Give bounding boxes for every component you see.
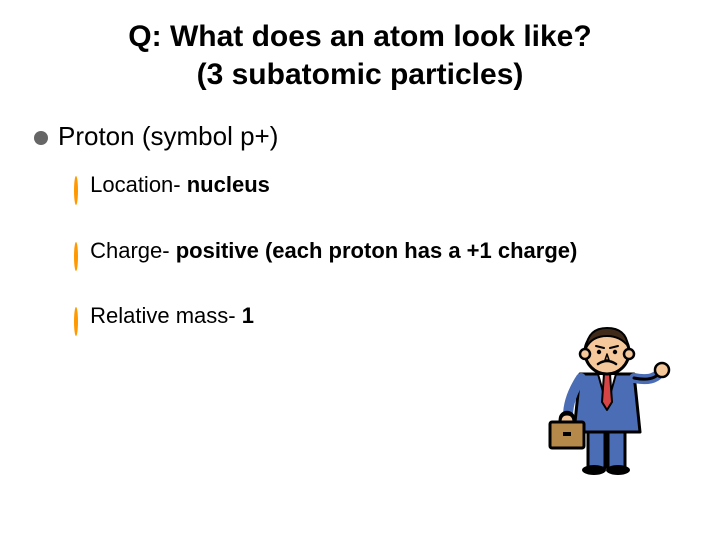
bullet-level2-item: Location- nucleus — [74, 170, 634, 206]
bullet-level1-line: Proton (symbol p+) — [34, 121, 720, 152]
ring-bullet-icon — [74, 242, 78, 272]
ring-bullet-icon — [74, 176, 78, 206]
disc-bullet-icon — [34, 131, 48, 145]
bullet-prefix: Relative mass- — [84, 303, 242, 328]
title-line-2: (3 subatomic particles) — [0, 56, 720, 94]
bullet-level1-text: Proton (symbol p+) — [58, 121, 278, 152]
bullet-level2-item: Charge- positive (each proton has a +1 c… — [74, 236, 634, 272]
businessman-clipart-icon — [536, 316, 676, 476]
bullet-prefix: Charge- — [84, 238, 176, 263]
bullet-level1: Proton (symbol p+) — [34, 121, 720, 152]
bullet-bold: nucleus — [187, 172, 270, 197]
bullet-bold: positive (each proton has a +1 charge) — [176, 238, 578, 263]
bullet-text: Charge- positive (each proton has a +1 c… — [84, 238, 577, 263]
bullet-text: Relative mass- 1 — [84, 303, 254, 328]
ring-bullet-icon — [74, 307, 78, 337]
bullet-prefix: Location- — [84, 172, 187, 197]
bullet-level2-list: Location- nucleus Charge- positive (each… — [74, 170, 720, 337]
slide-title: Q: What does an atom look like? (3 subat… — [0, 0, 720, 93]
bullet-text: Location- nucleus — [84, 172, 270, 197]
title-line-1: Q: What does an atom look like? — [0, 18, 720, 56]
slide: Q: What does an atom look like? (3 subat… — [0, 0, 720, 540]
bullet-bold: 1 — [242, 303, 254, 328]
